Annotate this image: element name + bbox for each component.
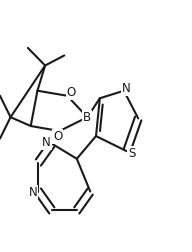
Text: N: N: [29, 186, 37, 199]
Text: O: O: [67, 86, 76, 99]
Text: N: N: [42, 136, 51, 149]
Text: N: N: [122, 82, 131, 95]
Text: O: O: [53, 130, 62, 143]
Text: B: B: [83, 111, 91, 124]
Text: S: S: [128, 147, 135, 160]
